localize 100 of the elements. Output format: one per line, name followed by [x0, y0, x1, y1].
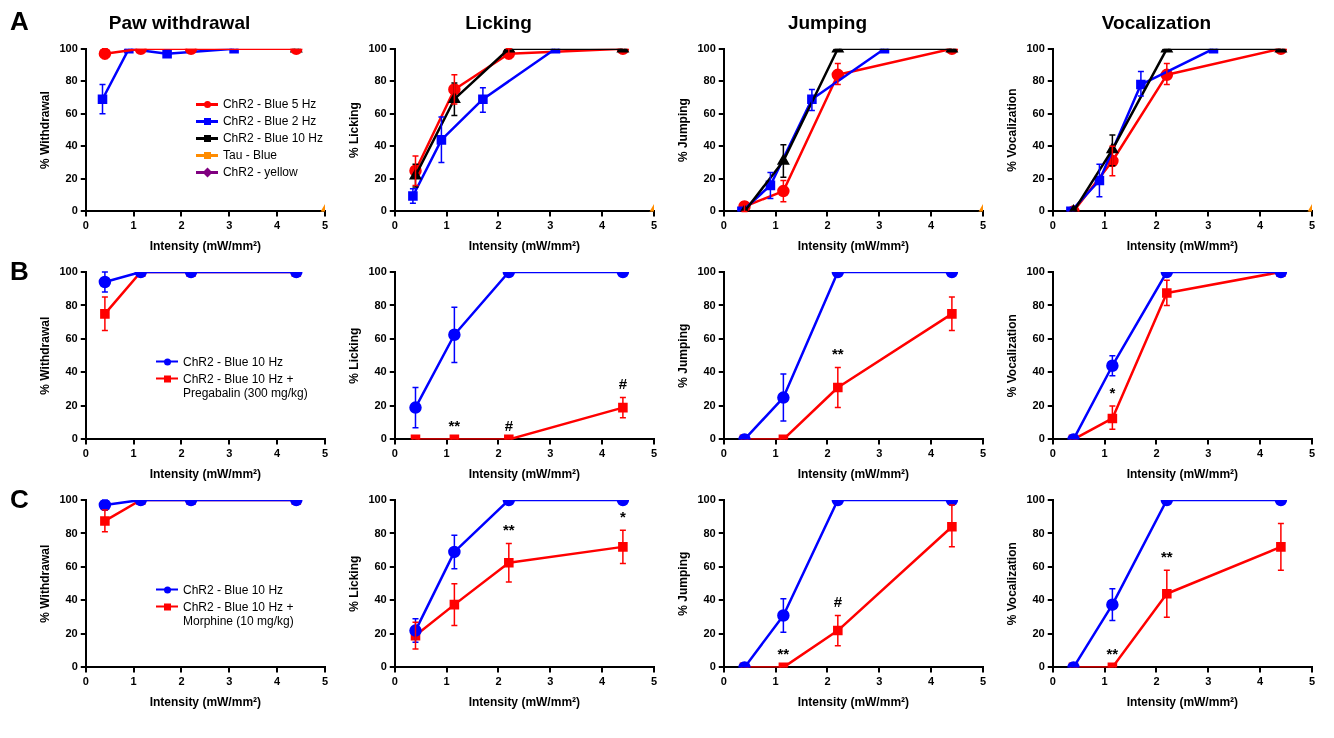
y-tick-label: 0: [1038, 432, 1045, 445]
y-tick-label: 80: [374, 526, 387, 539]
y-axis-title: % Withdrawal: [37, 91, 52, 170]
x-axis-title: Intensity (mW/mm²): [797, 467, 910, 482]
x-tick-label: 5: [979, 447, 987, 460]
x-tick-label: 1: [772, 447, 779, 460]
x-tick-label: 0: [1049, 675, 1056, 688]
y-tick-label: 20: [1032, 171, 1045, 184]
y-tick-label: 0: [71, 204, 78, 217]
y-tick-label: 80: [703, 526, 716, 539]
y-axis-title: % Jumping: [675, 323, 690, 388]
annotation: #: [618, 375, 628, 393]
x-tick-label: 1: [130, 219, 137, 232]
y-axis-title: % Vocalization: [1004, 88, 1019, 172]
y-tick-label: 100: [1026, 41, 1045, 54]
x-tick-label: 1: [1101, 219, 1108, 232]
x-tick-label: 3: [876, 675, 883, 688]
y-axis-title: % Licking: [346, 555, 361, 612]
x-tick-label: 2: [495, 447, 502, 460]
y-tick-label: 0: [709, 204, 716, 217]
text: A: [10, 6, 29, 37]
x-tick-label: 0: [720, 219, 727, 232]
y-tick-label: 80: [374, 298, 387, 311]
y-tick-label: 20: [703, 171, 716, 184]
y-tick-label: 60: [1032, 559, 1045, 572]
legend-label: ChR2 - yellow: [222, 165, 298, 179]
y-tick-label: 40: [703, 593, 716, 606]
x-tick-label: 4: [1257, 447, 1265, 460]
y-axis-title: % Licking: [346, 102, 361, 159]
y-tick-label: 100: [368, 493, 387, 506]
y-axis-title: % Jumping: [675, 551, 690, 616]
y-tick-label: 20: [65, 171, 78, 184]
x-tick-label: 2: [824, 447, 831, 460]
y-tick-label: 0: [380, 660, 387, 673]
annotation: **: [502, 521, 515, 539]
y-tick-label: 40: [1032, 365, 1045, 378]
x-axis-title: Intensity (mW/mm²): [468, 239, 581, 254]
y-tick-label: 80: [374, 74, 387, 87]
x-tick-label: 5: [650, 447, 658, 460]
x-tick-label: 4: [1257, 675, 1265, 688]
x-tick-label: 0: [82, 675, 89, 688]
y-tick-label: 20: [374, 171, 387, 184]
x-axis-title: Intensity (mW/mm²): [149, 239, 262, 254]
y-tick-label: 40: [374, 593, 387, 606]
x-tick-label: 4: [599, 219, 607, 232]
y-tick-label: 80: [1032, 74, 1045, 87]
x-tick-label: 4: [928, 675, 936, 688]
y-tick-label: 60: [703, 559, 716, 572]
y-tick-label: 0: [1038, 660, 1045, 673]
x-tick-label: 3: [547, 219, 554, 232]
x-tick-label: 5: [321, 675, 329, 688]
y-tick-label: 40: [65, 139, 78, 152]
x-tick-label: 2: [495, 219, 502, 232]
y-tick-label: 0: [709, 432, 716, 445]
y-tick-label: 100: [697, 493, 716, 506]
y-tick-label: 20: [1032, 626, 1045, 639]
legend-label: ChR2 - Blue 2 Hz: [222, 114, 317, 128]
x-tick-label: 4: [928, 447, 936, 460]
x-tick-label: 4: [274, 219, 282, 232]
x-axis-title: Intensity (mW/mm²): [468, 467, 581, 482]
annotation: **: [448, 417, 461, 435]
x-tick-label: 1: [130, 447, 137, 460]
y-tick-label: 100: [59, 493, 78, 506]
y-tick-label: 60: [65, 106, 78, 119]
x-tick-label: 2: [1153, 447, 1160, 460]
x-tick-label: 2: [178, 447, 185, 460]
x-tick-label: 0: [82, 447, 89, 460]
y-tick-label: 100: [1026, 493, 1045, 506]
y-tick-label: 100: [697, 41, 716, 54]
x-tick-label: 1: [443, 447, 450, 460]
legend-label: ChR2 - Blue 10 Hz: [183, 582, 284, 597]
x-tick-label: 3: [226, 219, 233, 232]
annotation: #: [504, 417, 514, 435]
x-axis-title: Intensity (mW/mm²): [1126, 467, 1239, 482]
x-tick-label: 0: [82, 219, 89, 232]
x-tick-label: 2: [824, 675, 831, 688]
y-axis-title: % Vocalization: [1004, 314, 1019, 398]
legend-label: Tau - Blue: [222, 148, 277, 162]
x-tick-label: 0: [391, 675, 398, 688]
y-tick-label: 80: [1032, 526, 1045, 539]
x-tick-label: 5: [1308, 219, 1316, 232]
chart-title: Licking: [465, 11, 532, 33]
chart-title: Vocalization: [1101, 11, 1212, 33]
y-tick-label: 60: [1032, 331, 1045, 344]
x-tick-label: 2: [824, 219, 831, 232]
x-tick-label: 4: [274, 675, 282, 688]
y-tick-label: 20: [703, 398, 716, 411]
text: C: [10, 484, 29, 515]
x-tick-label: 3: [547, 675, 554, 688]
legend-label: ChR2 - Blue 10 Hz: [222, 131, 323, 145]
x-axis-title: Intensity (mW/mm²): [1126, 695, 1239, 710]
y-tick-label: 0: [71, 432, 78, 445]
x-tick-label: 5: [979, 675, 987, 688]
x-axis-title: Intensity (mW/mm²): [797, 239, 910, 254]
y-axis-title: % Licking: [346, 327, 361, 384]
y-tick-label: 100: [1026, 265, 1045, 278]
y-tick-label: 40: [65, 365, 78, 378]
x-tick-label: 2: [1153, 675, 1160, 688]
y-tick-label: 40: [1032, 593, 1045, 606]
text: B: [10, 256, 29, 287]
